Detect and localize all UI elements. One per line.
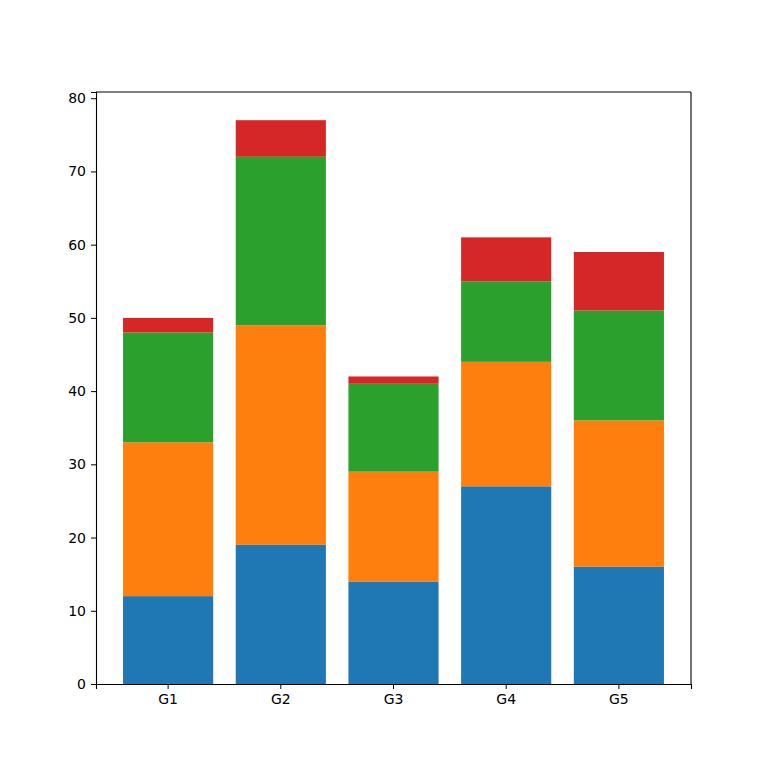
y-tick-mark <box>91 171 96 172</box>
x-tick: G3 <box>384 684 404 707</box>
y-tick-label: 40 <box>68 383 86 399</box>
x-tick-mark <box>506 684 507 689</box>
bar <box>461 362 551 486</box>
bar <box>574 252 664 311</box>
axis-line <box>97 685 692 690</box>
axis-line <box>91 93 97 685</box>
y-tick-label: 30 <box>68 456 86 472</box>
x-tick: G2 <box>271 684 291 707</box>
y-tick: 30 <box>68 456 96 472</box>
bars <box>123 120 664 684</box>
y-tick-label: 10 <box>68 603 86 619</box>
x-tick: G1 <box>158 684 178 707</box>
y-tick: 60 <box>68 237 96 253</box>
x-axis: G1 G2 G3 G4 G5 <box>97 684 692 707</box>
x-tick: G5 <box>609 684 629 707</box>
bar <box>123 596 213 684</box>
bar <box>348 472 438 582</box>
x-tick-label: G4 <box>496 691 516 707</box>
frame-top <box>96 91 691 92</box>
y-tick: 40 <box>68 383 96 399</box>
y-tick-label: 80 <box>68 90 86 106</box>
bar <box>236 545 326 684</box>
y-tick: 10 <box>68 603 96 619</box>
y-tick-mark <box>91 611 96 612</box>
y-tick-label: 70 <box>68 163 86 179</box>
bar <box>461 486 551 684</box>
x-tick-mark <box>168 684 169 689</box>
bar <box>348 384 438 472</box>
bar <box>348 376 438 383</box>
bar <box>348 581 438 684</box>
y-tick-label: 50 <box>68 310 86 326</box>
x-tick-mark <box>618 684 619 689</box>
x-tick-label: G1 <box>158 691 178 707</box>
y-tick-mark <box>91 538 96 539</box>
y-tick-mark <box>91 318 96 319</box>
bar <box>236 325 326 545</box>
y-tick-mark <box>91 391 96 392</box>
y-tick-label: 60 <box>68 237 86 253</box>
bar <box>123 318 213 333</box>
y-tick: 0 <box>77 676 96 692</box>
y-axis: 0 10 20 30 40 50 60 70 80 <box>68 90 96 692</box>
x-tick-label: G2 <box>271 691 291 707</box>
bar <box>461 281 551 362</box>
y-tick-label: 0 <box>77 676 86 692</box>
bar <box>236 120 326 157</box>
bar <box>461 237 551 281</box>
y-tick-mark <box>91 245 96 246</box>
y-tick: 20 <box>68 530 96 546</box>
y-tick-mark <box>91 684 96 685</box>
y-tick-mark <box>91 98 96 99</box>
x-tick-label: G3 <box>384 691 404 707</box>
y-tick: 70 <box>68 163 96 179</box>
y-tick: 80 <box>68 90 96 106</box>
frame-right <box>690 92 691 684</box>
y-tick-label: 20 <box>68 530 86 546</box>
x-tick-label: G5 <box>609 691 629 707</box>
chart: G1 G2 G3 G4 G5 0 10 20 30 40 50 60 70 80 <box>0 0 768 768</box>
x-tick-mark <box>393 684 394 689</box>
bar <box>123 333 213 443</box>
bar <box>236 157 326 325</box>
x-tick-mark <box>280 684 281 689</box>
y-tick: 50 <box>68 310 96 326</box>
x-tick: G4 <box>496 684 516 707</box>
y-tick-mark <box>91 464 96 465</box>
bar <box>574 311 664 421</box>
bar <box>574 567 664 684</box>
bar <box>123 442 213 596</box>
bar <box>574 420 664 566</box>
